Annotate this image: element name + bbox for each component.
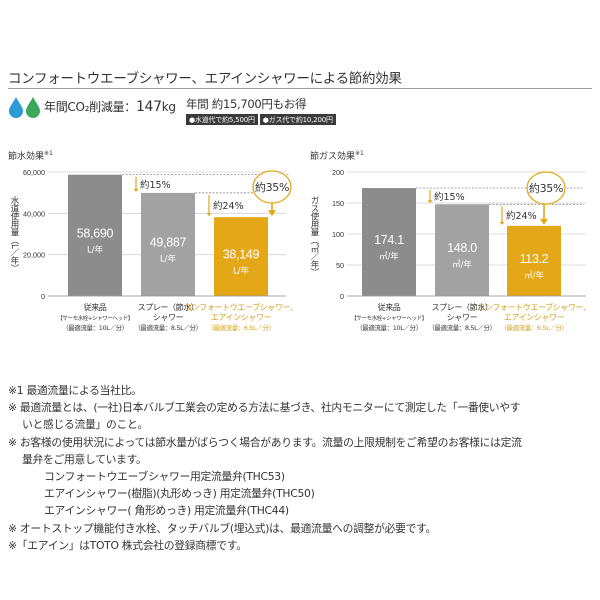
water-pct-big-circle: [252, 170, 292, 204]
gas-ylabel: ガス使用量（㎥／年）: [309, 196, 319, 276]
gas-bar-0: [362, 188, 416, 296]
footnote: ※ お客様の使用状況によっては節水量がばらつく場合があります。流量の上限規制をご…: [8, 435, 522, 449]
gas-category-1-line-2: （最適流量：8.5L／分）: [428, 323, 495, 332]
gas-unit-label-1: ㎥/年: [452, 259, 472, 270]
gas-value-label-0: 174.1: [374, 233, 404, 247]
water-category-2-line-2: （最適流量：6.5L／分）: [207, 323, 274, 332]
water-usage-chart: 0 20,000 40,000 60,000 水道使用量（L／年） 58,690 L/年 49…: [9, 168, 298, 332]
water-ytick-label: 40,000: [23, 209, 45, 218]
gas-arrow-small-head: [427, 200, 433, 204]
gas-ytick-label: 50: [336, 261, 344, 270]
footnote: ※ オートストップ機能付き水栓、タッチバルブ(埋込式)は、最適流量への調整が必要…: [8, 521, 436, 535]
water-value-label-0: 58,690: [77, 226, 114, 240]
water-arrow-small-head: [133, 188, 139, 192]
gas-category-2-line-1: エアインシャワー: [504, 313, 565, 322]
gas-usage-chart: 0 50 100 150 200 ガス使用量（㎥／年） 174.1 ㎥/年 148.0 ㎥/年 11…: [309, 168, 591, 332]
water-chart-title-sup: ※1: [44, 150, 53, 157]
water-category-0-line-0: 従来品: [84, 302, 107, 312]
water-unit-label-1: L/年: [160, 253, 177, 264]
gas-value-label-2: 113.2: [520, 252, 549, 266]
savings-headline: 年間 約15,700円もお得: [186, 97, 307, 111]
water-category-1-line-0: スプレー（節水）: [138, 302, 199, 312]
water-bar-0: [68, 174, 122, 296]
footnote: ※ 最適流量とは、(一社)日本バルブ工業会の定める方法に基づき、社内モニターにて…: [8, 401, 521, 415]
gas-unit-label-0: ㎥/年: [379, 251, 399, 262]
footnote: ※1 最適流量による当社比。: [8, 384, 142, 397]
gas-pct-small: 約15%: [434, 191, 465, 203]
water-pct-small: 約15%: [140, 179, 171, 191]
co2-reduction: 年間CO₂削減量：147kg: [44, 98, 176, 115]
footnote: コンフォートウエーブシャワー用定流量弁(THC53): [44, 470, 285, 484]
footnote: 量弁をご用意しています。: [22, 452, 147, 466]
water-category-0-line-1: 【サーモ水栓+シャワーヘッド】: [57, 314, 133, 322]
water-chart-title: 節水効果※1: [8, 149, 53, 162]
page-title: コンフォートウエーブシャワー、エアインシャワーによる節約効果: [8, 71, 402, 87]
water-bar-2: [214, 217, 268, 296]
water-category-2-line-1: エアインシャワー: [211, 313, 272, 322]
co2-unit: kg: [161, 100, 176, 114]
gas-value-label-1: 148.0: [447, 241, 477, 255]
footnote: ※「エアイン」はTOTO 株式会社の登録商標です。: [8, 538, 247, 552]
gas-chart-title-sup: ※1: [355, 150, 364, 157]
co2-value: 147: [135, 99, 162, 115]
gas-category-1-line-1: シャワー: [447, 313, 478, 322]
footnote: エアインシャワー( 角形めっき) 用定流量弁(THC44): [44, 504, 289, 518]
gas-category-0-line-2: （最適流量：10L／分）: [356, 323, 422, 332]
gas-category-2-line-2: （最適流量：6.5L／分）: [500, 323, 567, 332]
water-arrow-big-head: [268, 210, 276, 217]
water-pct-mid: 約24%: [213, 200, 244, 212]
water-value-label-1: 49,887: [150, 235, 187, 249]
water-pct-big: 約35%: [255, 180, 289, 194]
water-value-label-2: 38,149: [223, 248, 260, 262]
gas-arrow-mid-head: [499, 221, 505, 225]
gas-arrow-big-head: [540, 218, 548, 225]
footnotes: ※1 最適流量による当社比。 ※ 最適流量とは、(一社)日本バルブ工業会の定める方…: [8, 382, 593, 554]
gas-chart-title: 節ガス効果※1: [310, 149, 364, 162]
gas-bar-2: [507, 225, 561, 296]
footnote: いと感じる流量」のこと。: [22, 418, 148, 432]
annual-savings: 年間 約15,700円もお得 ●水道代で約5,500円 ●ガス代で約10,200円: [186, 96, 338, 125]
water-unit-label-2: L/年: [233, 266, 250, 277]
gas-unit-label-2: ㎥/年: [524, 270, 544, 281]
gas-ytick-label: 0: [340, 292, 344, 301]
water-category-0-line-2: （最適流量：10L／分）: [62, 323, 128, 332]
gas-pct-big: 約35%: [529, 181, 563, 195]
water-ytick-label: 20,000: [23, 251, 45, 260]
water-savings-badge: ●水道代で約5,500円: [186, 114, 258, 125]
gas-category-0-line-1: 【サーモ水栓+シャワーヘッド】: [351, 314, 427, 322]
co2-label: 年間CO₂削減量：: [44, 100, 136, 114]
gas-pct-big-circle: [526, 171, 566, 205]
water-category-2-line-0: コンフォートウエーブシャワー、: [184, 302, 297, 312]
gas-category-2-line-0: コンフォートウエーブシャワー、: [477, 302, 590, 312]
gas-bar-1: [435, 204, 489, 296]
title-divider: [8, 88, 592, 89]
water-ylabel: 水道使用量（L／年）: [9, 195, 19, 272]
gas-category-1-line-0: スプレー（節水）: [432, 302, 493, 312]
gas-ytick-label: 200: [332, 168, 344, 177]
gas-category-0-line-0: 従来品: [378, 302, 401, 312]
water-bar-1: [141, 192, 195, 296]
gas-pct-mid: 約24%: [506, 210, 537, 222]
water-ytick-label: 60,000: [23, 168, 45, 177]
water-chart-title-text: 節水効果: [8, 152, 45, 162]
gas-savings-badge: ●ガス代で約10,200円: [259, 114, 336, 125]
footnote: エアインシャワー(樹脂)(丸形めっき) 用定流量弁(THC50): [44, 487, 315, 501]
gas-chart-title-text: 節ガス効果: [310, 152, 356, 162]
water-category-1-line-1: シャワー: [153, 313, 184, 322]
gas-ytick-label: 100: [332, 230, 344, 239]
water-drops-icon: [9, 97, 40, 118]
gas-ytick-label: 150: [332, 199, 344, 208]
water-unit-label-0: L/年: [87, 244, 104, 255]
water-category-1-line-2: （最適流量：8.5L／分）: [134, 323, 201, 332]
water-arrow-mid-head: [206, 213, 212, 217]
water-ytick-label: 0: [41, 292, 45, 301]
